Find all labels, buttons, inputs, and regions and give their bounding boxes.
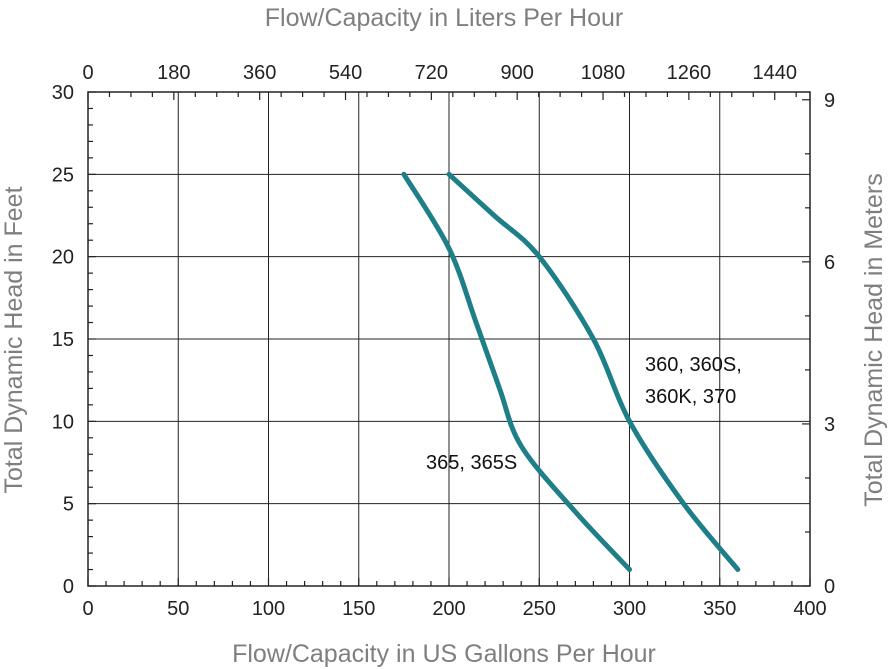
grid-lines [88, 92, 810, 586]
y-tick-label: 10 [52, 411, 74, 433]
right-y-tick-label: 3 [824, 414, 835, 436]
series-line-365 [401, 171, 632, 572]
top-x-tick-label: 180 [157, 62, 190, 84]
series-label-365: 365, 365S [426, 452, 517, 474]
y-tick-label: 5 [63, 494, 74, 516]
y-axis-title: Total Dynamic Head in Feet [0, 186, 28, 493]
y-tick-label: 30 [52, 82, 74, 104]
right-y-axis-title: Total Dynamic Head in Meters [860, 173, 888, 506]
y-tick-label: 25 [52, 164, 74, 186]
top-x-tick-label: 360 [243, 62, 276, 84]
x-axis-title: Flow/Capacity in US Gallons Per Hour [232, 640, 656, 668]
x-tick-label: 100 [252, 598, 285, 620]
x-tick-label: 250 [523, 598, 556, 620]
top-x-tick-label: 0 [82, 62, 93, 84]
top-x-tick-label: 1080 [581, 62, 626, 84]
right-y-tick-label: 6 [824, 252, 835, 274]
x-tick-label: 50 [167, 598, 189, 620]
right-y-tick-label: 9 [824, 90, 835, 112]
x-tick-label: 0 [82, 598, 93, 620]
top-x-tick-label: 720 [415, 62, 448, 84]
x-tick-label: 300 [613, 598, 646, 620]
x-tick-label: 350 [703, 598, 736, 620]
series-curves [401, 171, 741, 572]
series-line-360 [446, 171, 741, 572]
x-tick-label: 200 [432, 598, 465, 620]
x-tick-label: 400 [793, 598, 826, 620]
top-x-tick-label: 540 [329, 62, 362, 84]
y-tick-label: 15 [52, 329, 74, 351]
y-tick-label: 20 [52, 247, 74, 269]
right-y-tick-label: 0 [824, 576, 835, 598]
series-label-360-line2: 360K, 370 [645, 386, 736, 408]
series-label-360-line1: 360, 360S, [645, 354, 742, 376]
top-x-tick-label: 1440 [752, 62, 797, 84]
y-tick-label: 0 [63, 576, 74, 598]
top-x-tick-label: 900 [501, 62, 534, 84]
tick-marks [87, 91, 811, 587]
top-x-axis-title: Flow/Capacity in Liters Per Hour [265, 4, 623, 32]
top-x-tick-label: 1260 [667, 62, 712, 84]
x-tick-label: 150 [342, 598, 375, 620]
